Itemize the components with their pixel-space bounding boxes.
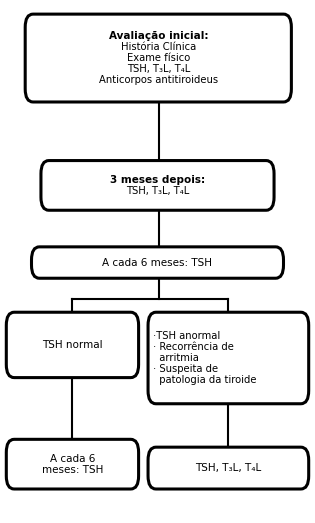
Text: A cada 6 meses: TSH: A cada 6 meses: TSH	[102, 257, 213, 268]
Text: TSH normal: TSH normal	[42, 340, 103, 350]
Text: · Suspeita de: · Suspeita de	[153, 364, 218, 374]
FancyBboxPatch shape	[6, 312, 139, 378]
Text: 3 meses depois:: 3 meses depois:	[110, 175, 205, 185]
Text: Anticorpos antitiroideus: Anticorpos antitiroideus	[99, 75, 218, 85]
Text: TSH, T₃L, T₄L: TSH, T₃L, T₄L	[127, 64, 190, 74]
Text: A cada 6: A cada 6	[50, 453, 95, 464]
FancyBboxPatch shape	[148, 447, 309, 489]
Text: Exame físico: Exame físico	[127, 53, 190, 63]
FancyBboxPatch shape	[41, 161, 274, 210]
FancyBboxPatch shape	[32, 247, 284, 278]
Text: História Clínica: História Clínica	[121, 42, 196, 52]
FancyBboxPatch shape	[25, 14, 291, 102]
Text: TSH, T₃L, T₄L: TSH, T₃L, T₄L	[126, 186, 189, 196]
Text: TSH, T₃L, T₄L: TSH, T₃L, T₄L	[195, 463, 261, 473]
Text: meses: TSH: meses: TSH	[42, 464, 103, 475]
Text: patologia da tiroide: patologia da tiroide	[153, 375, 256, 385]
Text: Avaliação inicial:: Avaliação inicial:	[109, 31, 208, 41]
Text: arritmia: arritmia	[153, 353, 199, 363]
Text: · Recorrência de: · Recorrência de	[153, 342, 234, 352]
Text: ·TSH anormal: ·TSH anormal	[153, 331, 220, 341]
FancyBboxPatch shape	[148, 312, 309, 404]
FancyBboxPatch shape	[6, 439, 139, 489]
